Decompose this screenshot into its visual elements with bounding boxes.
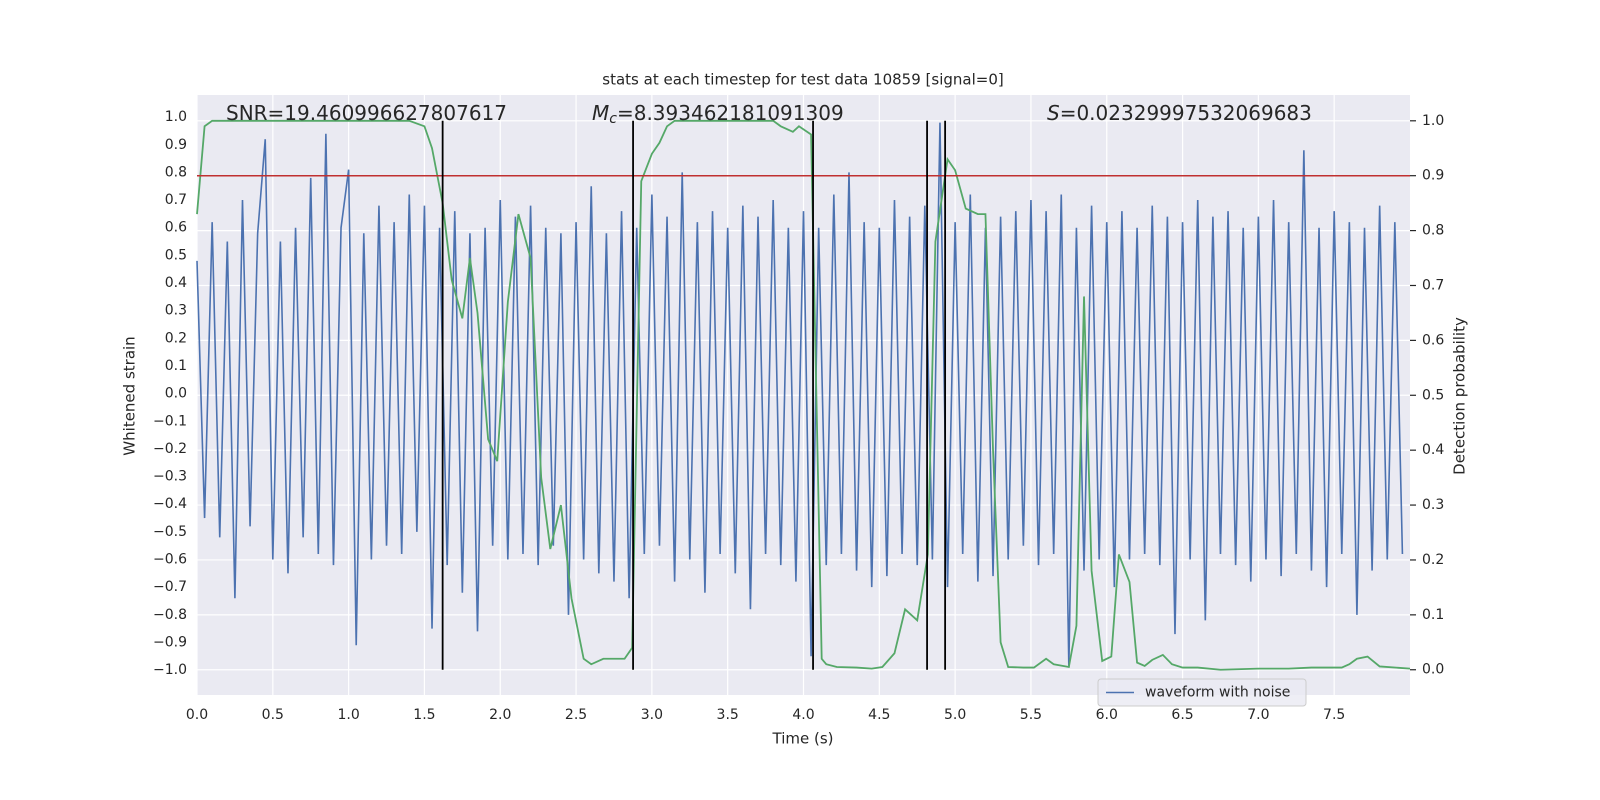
annotation-symbol: S (1047, 101, 1060, 125)
y-tick-label: −0.4 (153, 496, 187, 512)
y2-tick-label: 0.9 (1422, 168, 1444, 184)
x-tick-label: 4.0 (792, 707, 814, 723)
x-tick-label: 7.5 (1323, 707, 1345, 723)
y-tick-label: 0.1 (165, 358, 187, 374)
annotation-text: SNR=19.460996627807617 (226, 101, 507, 125)
x-tick-label: 0.5 (262, 707, 284, 723)
legend-box (1097, 678, 1307, 707)
y-tick-label: 0.0 (165, 386, 187, 402)
y-tick-label: 0.4 (165, 275, 187, 291)
y-tick-label: −0.8 (153, 607, 187, 623)
y2-tick-label: 0.1 (1422, 607, 1444, 623)
y-tick-label: 0.5 (165, 247, 187, 263)
x-tick-label: 4.5 (868, 707, 890, 723)
annotation-text: =8.393462181091309 (617, 101, 844, 125)
y2-tick-label: 0.5 (1422, 387, 1444, 403)
chart-title: stats at each timestep for test data 108… (602, 71, 1003, 89)
annotation-subscript: c (609, 111, 617, 127)
x-tick-label: 2.0 (489, 707, 511, 723)
y2-tick-label: 0.3 (1422, 497, 1444, 513)
x-tick-label: 5.5 (1020, 707, 1042, 723)
y-tick-label: −0.3 (153, 469, 187, 485)
x-tick-label: 5.0 (944, 707, 966, 723)
annotation: Mc=8.393462181091309 (592, 101, 844, 128)
y-tick-label: 0.2 (165, 330, 187, 346)
y-tick-label: 0.8 (165, 164, 187, 180)
y2-axis-label: Detection probability (1451, 317, 1469, 475)
y-tick-label: −0.6 (153, 552, 187, 568)
y-tick-label: −0.5 (153, 524, 187, 540)
probability-line (196, 119, 1411, 671)
x-tick-label: 6.0 (1096, 707, 1118, 723)
annotation-text: =0.02329997532069683 (1060, 101, 1312, 125)
y-tick-label: 0.3 (165, 303, 187, 319)
y-tick-label: 0.7 (165, 192, 187, 208)
y-tick-label: −0.9 (153, 634, 187, 650)
annotation-symbol: M (592, 101, 609, 125)
x-tick-label: 7.0 (1247, 707, 1269, 723)
y2-tick-label: 0.2 (1422, 552, 1444, 568)
x-tick-label: 2.5 (565, 707, 587, 723)
y-tick-label: 1.0 (165, 109, 187, 125)
y2-tick-label: 0.4 (1422, 442, 1444, 458)
x-tick-label: 3.0 (641, 707, 663, 723)
legend-label: waveform with noise (1145, 685, 1290, 701)
y-tick-label: −0.2 (153, 441, 187, 457)
annotation: SNR=19.460996627807617 (226, 101, 507, 125)
y-axis-label: Whitened strain (121, 336, 139, 455)
x-tick-label: 1.0 (337, 707, 359, 723)
y-tick-label: −1.0 (153, 662, 187, 678)
x-tick-label: 0.0 (186, 707, 208, 723)
y2-tick-label: 0.8 (1422, 223, 1444, 239)
y-tick-label: 0.9 (165, 137, 187, 153)
annotation: S=0.02329997532069683 (1047, 101, 1312, 125)
y2-tick-label: 1.0 (1422, 113, 1444, 129)
y2-tick-label: 0.6 (1422, 332, 1444, 348)
y-tick-label: 0.6 (165, 220, 187, 236)
y-tick-label: −0.1 (153, 413, 187, 429)
y2-tick-label: 0.7 (1422, 277, 1444, 293)
x-tick-label: 3.5 (717, 707, 739, 723)
x-tick-label: 1.5 (413, 707, 435, 723)
y-tick-label: −0.7 (153, 579, 187, 595)
waveform-line (196, 122, 1404, 668)
x-axis-label: Time (s) (772, 730, 834, 748)
x-tick-label: 6.5 (1171, 707, 1193, 723)
y2-tick-label: 0.0 (1422, 662, 1444, 678)
